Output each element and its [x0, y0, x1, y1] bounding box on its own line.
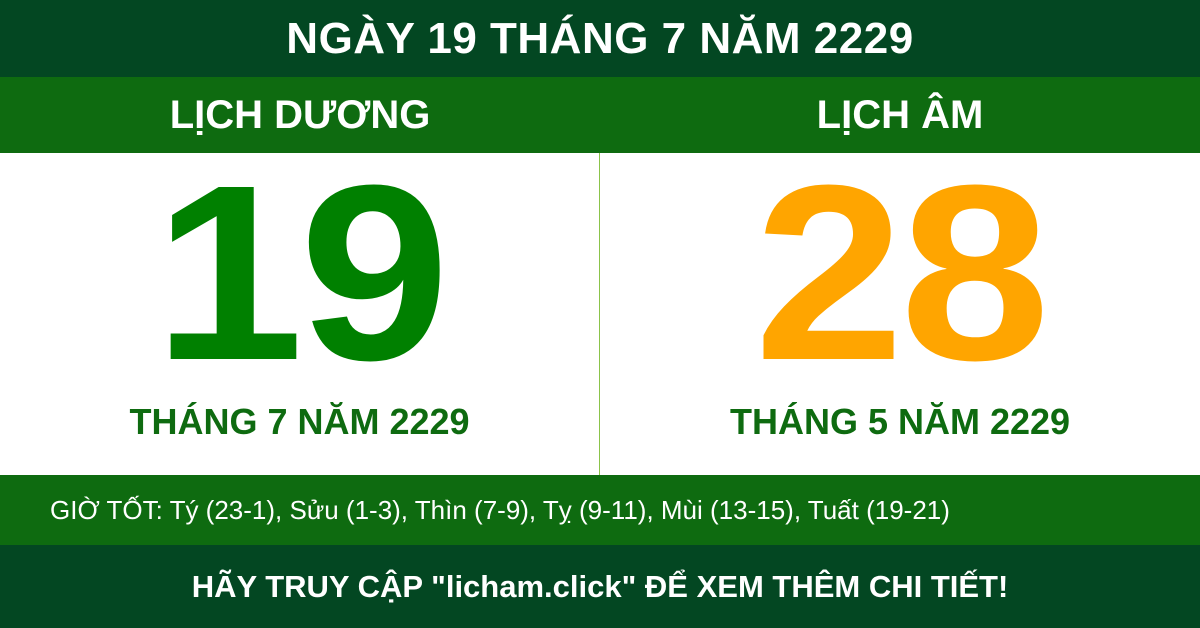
page-title: NGÀY 19 THÁNG 7 NĂM 2229	[0, 0, 1200, 77]
lunar-month-year: THÁNG 5 NĂM 2229	[729, 401, 1071, 442]
solar-day: 19	[153, 133, 450, 412]
calendar-headers: LỊCH DƯƠNG LỊCH ÂM	[0, 77, 1200, 153]
calendar-body: 19 THÁNG 7 NĂM 2229 28 THÁNG 5 NĂM 2229	[0, 148, 1200, 475]
solar-calendar-label: LỊCH DƯƠNG	[169, 92, 431, 137]
lunar-day: 28	[754, 133, 1050, 412]
good-hours: GIỜ TỐT: Tý (23-1), Sửu (1-3), Thìn (7-9…	[0, 475, 1200, 545]
lunar-column: 28 THÁNG 5 NĂM 2229	[600, 148, 1200, 475]
footer-cta: HÃY TRUY CẬP "licham.click" ĐỂ XEM THÊM …	[0, 545, 1200, 628]
solar-column: 19 THÁNG 7 NĂM 2229	[0, 148, 600, 475]
solar-month-year: THÁNG 7 NĂM 2229	[129, 401, 470, 442]
lunar-calendar-label: LỊCH ÂM	[816, 92, 984, 137]
